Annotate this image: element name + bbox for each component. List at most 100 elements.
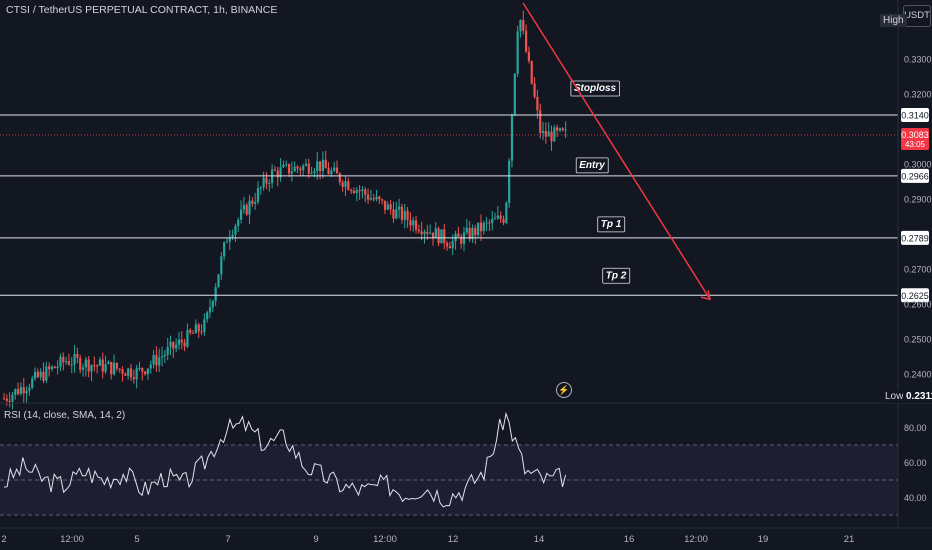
candle-body [259, 187, 262, 189]
candle-body [169, 341, 172, 348]
candle-body [256, 188, 260, 202]
candle-body [25, 390, 28, 394]
candle-body [383, 200, 387, 210]
candle-body [231, 234, 234, 238]
candle-body [177, 339, 181, 345]
target-arrowhead [700, 290, 711, 301]
candle-body [262, 177, 265, 188]
time-tick-label: 19 [758, 534, 769, 545]
lightning-icon[interactable]: ⚡ [556, 382, 572, 398]
candle-body [310, 172, 313, 174]
candle-body [285, 163, 288, 165]
candle-body [457, 233, 460, 237]
price-tick-label: 0.3200 [904, 90, 932, 100]
candle-body [412, 220, 415, 226]
candle-body [350, 189, 353, 191]
time-tick-label: 5 [134, 534, 139, 545]
price-tick-label: 0.2900 [904, 195, 932, 205]
candle-body [299, 168, 302, 171]
candle-body [175, 344, 178, 349]
candle-body [112, 362, 116, 375]
candle-body [200, 331, 203, 333]
candle-body [302, 165, 305, 171]
candle-body [87, 359, 90, 372]
candle-body [530, 61, 533, 84]
candle-body [132, 377, 135, 380]
candle-body [268, 183, 271, 185]
candle-body [73, 353, 76, 365]
candle-body [22, 387, 25, 394]
candle-body [431, 232, 435, 239]
candle-body [217, 274, 220, 288]
candle-body [141, 367, 144, 372]
candle-body [426, 231, 429, 234]
candle-body [144, 371, 147, 374]
candle-body [491, 218, 494, 224]
candle-body [290, 171, 293, 174]
candle-body [33, 371, 37, 379]
candle-body [414, 220, 418, 230]
candle-body [90, 365, 93, 372]
candle-body [237, 219, 240, 226]
candle-body [245, 204, 248, 215]
candle-body [516, 31, 519, 74]
candle-layer [2, 10, 567, 410]
candle-body [110, 361, 113, 375]
candle-body [508, 160, 511, 203]
candle-body [191, 332, 195, 334]
candle-body [519, 20, 522, 32]
candle-body [251, 200, 254, 204]
candle-body [316, 161, 319, 172]
candle-body [479, 222, 483, 232]
time-tick-label: 14 [534, 534, 545, 545]
candle-body [440, 229, 443, 244]
candle-body [287, 163, 291, 174]
candle-body [242, 204, 245, 210]
candle-body [513, 73, 516, 115]
candle-body [70, 364, 73, 366]
candle-body [138, 367, 141, 369]
candle-body [67, 361, 71, 365]
price-tick-label: 0.3000 [904, 160, 932, 170]
candle-body [420, 231, 423, 235]
rsi-tick-label: 40.00 [904, 493, 927, 503]
low-label: Low [882, 390, 907, 403]
candle-body [254, 201, 257, 204]
level-label: Entry [579, 160, 605, 171]
candle-body [474, 227, 477, 236]
candle-body [293, 166, 296, 172]
candle-body [372, 198, 375, 200]
candle-body [556, 127, 559, 131]
candle-body [129, 368, 133, 378]
price-tick-label: 0.2700 [904, 265, 932, 275]
candle-body [448, 246, 452, 249]
candle-body [158, 357, 161, 366]
candle-body [465, 227, 468, 233]
candle-body [214, 287, 217, 302]
candle-body [313, 171, 316, 173]
candle-body [31, 378, 34, 388]
candle-body [107, 361, 110, 365]
candle-body [152, 355, 155, 365]
candle-body [166, 347, 169, 355]
candle-body [392, 209, 395, 219]
symbol-title: CTSI / TetherUS PERPETUAL CONTRACT, 1h, … [6, 4, 278, 16]
currency-button[interactable]: USDT [903, 5, 931, 27]
candle-body [321, 159, 325, 172]
rsi-layer [3, 411, 567, 508]
candle-body [98, 359, 102, 366]
candle-body [225, 241, 229, 243]
candle-body [488, 222, 491, 224]
low-value-label: 0.2311 [903, 390, 932, 403]
candle-body [550, 131, 553, 142]
time-tick-label: 7 [225, 534, 230, 545]
candle-body [135, 368, 138, 380]
price-tag: 0.2625 [901, 291, 929, 301]
time-tick-label: 12:00 [373, 534, 397, 545]
candle-body [510, 114, 514, 161]
time-tick-label: 12 [448, 534, 459, 545]
candle-body [527, 51, 531, 62]
candle-body [403, 210, 406, 220]
